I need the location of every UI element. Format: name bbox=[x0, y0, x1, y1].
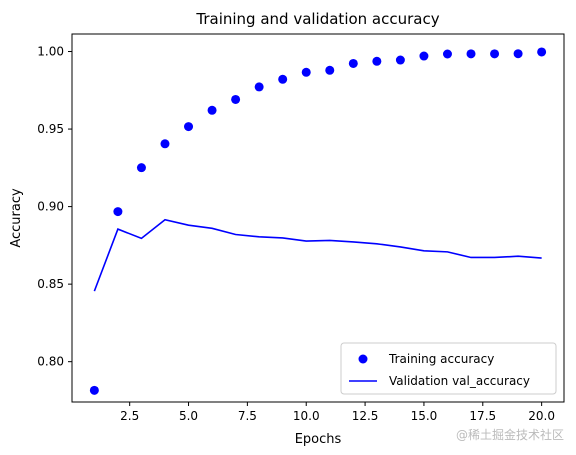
training-accuracy-point bbox=[490, 49, 500, 59]
x-tick-label: 7.5 bbox=[238, 409, 257, 423]
training-accuracy-point bbox=[278, 74, 288, 84]
training-accuracy-point bbox=[395, 55, 405, 65]
y-tick-label: 0.80 bbox=[37, 355, 64, 369]
y-axis-label: Accuracy bbox=[9, 188, 24, 248]
y-tick-label: 0.85 bbox=[37, 277, 64, 291]
legend: Training accuracy Validation val_accuracy bbox=[340, 342, 557, 395]
x-tick-label: 15.0 bbox=[411, 409, 438, 423]
legend-box bbox=[340, 342, 557, 395]
training-accuracy-point bbox=[442, 49, 452, 59]
training-accuracy-point bbox=[348, 58, 358, 68]
training-accuracy-point bbox=[231, 94, 241, 104]
legend-label: Validation val_accuracy bbox=[389, 374, 530, 388]
training-accuracy-point bbox=[136, 163, 146, 173]
training-accuracy-point bbox=[513, 49, 523, 59]
training-accuracy-point bbox=[160, 139, 170, 149]
training-accuracy-point bbox=[325, 65, 335, 75]
y-tick-label: 0.95 bbox=[37, 122, 64, 136]
y-tick-label: 1.00 bbox=[37, 45, 64, 59]
training-accuracy-point bbox=[113, 207, 123, 217]
x-tick-label: 12.5 bbox=[352, 409, 379, 423]
x-tick-label: 2.5 bbox=[120, 409, 139, 423]
training-accuracy-point bbox=[419, 51, 429, 61]
training-accuracy-point bbox=[254, 82, 264, 92]
legend-label: Training accuracy bbox=[388, 352, 494, 366]
x-tick-label: 10.0 bbox=[293, 409, 320, 423]
plot-area: 2.5 5.0 7.5 10.0 12.5 15.0 17.5 20.0 0.80 0.85 0.9… bbox=[37, 33, 565, 423]
axes-frame bbox=[71, 33, 565, 403]
watermark: @稀土掘金技术社区 bbox=[456, 427, 564, 442]
x-tick-label: 20.0 bbox=[528, 409, 555, 423]
x-tick-label: 5.0 bbox=[179, 409, 198, 423]
training-accuracy-point bbox=[301, 67, 311, 77]
validation-accuracy-line bbox=[93, 218, 542, 292]
training-accuracy-point bbox=[207, 105, 217, 115]
chart-title: Training and validation accuracy bbox=[195, 10, 439, 28]
training-accuracy-point bbox=[89, 385, 99, 395]
training-accuracy-point bbox=[372, 56, 382, 66]
legend-marker-swatch bbox=[358, 354, 368, 364]
x-tick-label: 17.5 bbox=[469, 409, 496, 423]
x-axis-label: Epochs bbox=[295, 432, 342, 447]
training-accuracy-point bbox=[537, 47, 547, 57]
y-tick-label: 0.90 bbox=[37, 200, 64, 214]
training-accuracy-point bbox=[184, 122, 194, 132]
training-accuracy-point bbox=[466, 49, 476, 59]
